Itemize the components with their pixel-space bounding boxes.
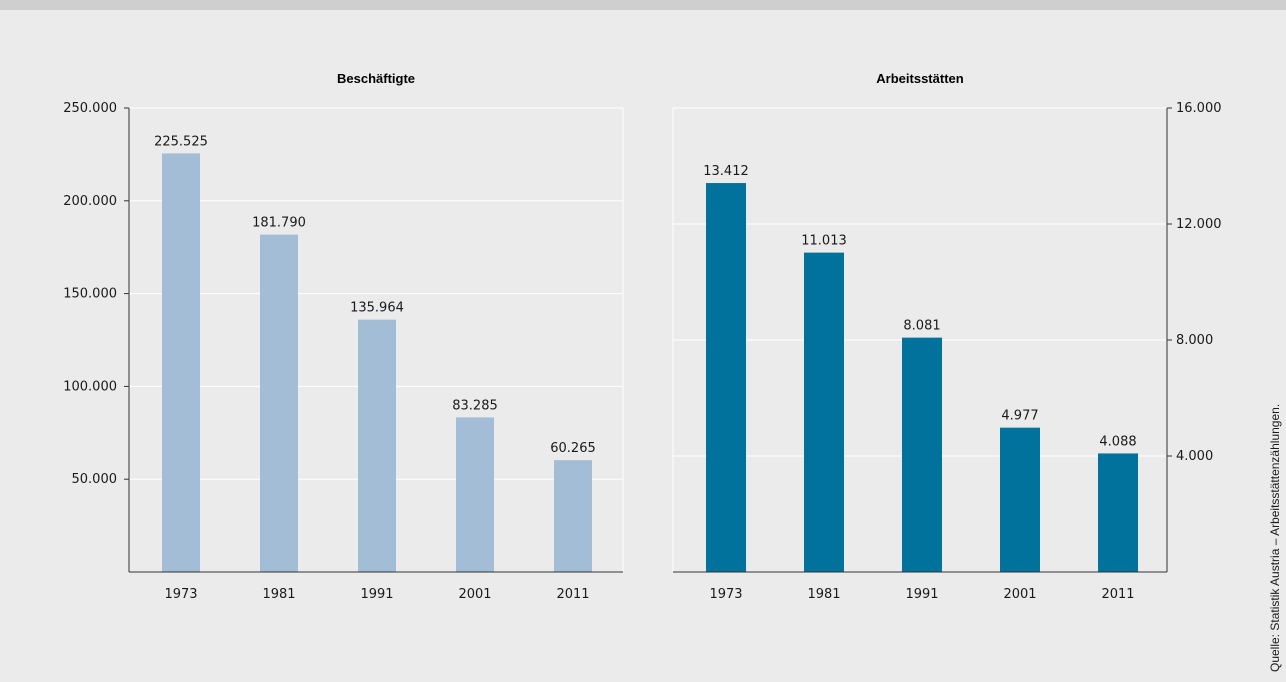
x-tick-label: 2001: [1003, 587, 1036, 602]
data-label: 11.013: [801, 234, 847, 249]
bar: [260, 234, 298, 572]
x-tick-label: 2001: [458, 587, 491, 602]
data-label: 8.081: [903, 319, 940, 334]
x-tick-label: 1981: [262, 587, 295, 602]
bar: [456, 417, 494, 572]
panel-title: Arbeitsstätten: [876, 71, 963, 86]
bar: [358, 319, 396, 572]
x-tick-label: 1973: [709, 587, 742, 602]
header-strip: [0, 0, 1286, 10]
bar: [902, 337, 942, 572]
x-tick-label: 2011: [556, 587, 589, 602]
y-tick-label: 16.000: [1176, 101, 1222, 116]
y-tick-label: 200.000: [63, 194, 117, 209]
x-tick-label: 1991: [360, 587, 393, 602]
y-tick-label: 150.000: [63, 287, 117, 302]
data-label: 13.412: [703, 164, 749, 179]
bar: [1000, 427, 1040, 572]
bar: [162, 153, 200, 572]
x-tick-label: 2011: [1101, 587, 1134, 602]
data-label: 4.977: [1001, 409, 1038, 424]
y-tick-label: 100.000: [63, 379, 117, 394]
x-tick-label: 1973: [164, 587, 197, 602]
bar: [1098, 453, 1138, 572]
data-label: 60.265: [550, 441, 596, 456]
panel-title: Beschäftigte: [337, 71, 415, 86]
bar: [804, 252, 844, 573]
data-label: 135.964: [350, 301, 404, 316]
data-label: 181.790: [252, 216, 306, 231]
x-tick-label: 1991: [905, 587, 938, 602]
y-tick-label: 50.000: [72, 472, 118, 487]
x-tick-label: 1981: [807, 587, 840, 602]
y-tick-label: 250.000: [63, 101, 117, 116]
y-tick-label: 4.000: [1176, 449, 1213, 464]
y-tick-label: 8.000: [1176, 333, 1213, 348]
bar: [706, 183, 746, 572]
data-label: 4.088: [1099, 434, 1136, 449]
data-label: 225.525: [154, 134, 208, 149]
data-label: 83.285: [452, 398, 498, 413]
y-tick-label: 12.000: [1176, 217, 1222, 232]
bar: [554, 460, 592, 572]
source-note: Quelle: Statistik Austria – Arbeitsstätt…: [1268, 403, 1282, 672]
